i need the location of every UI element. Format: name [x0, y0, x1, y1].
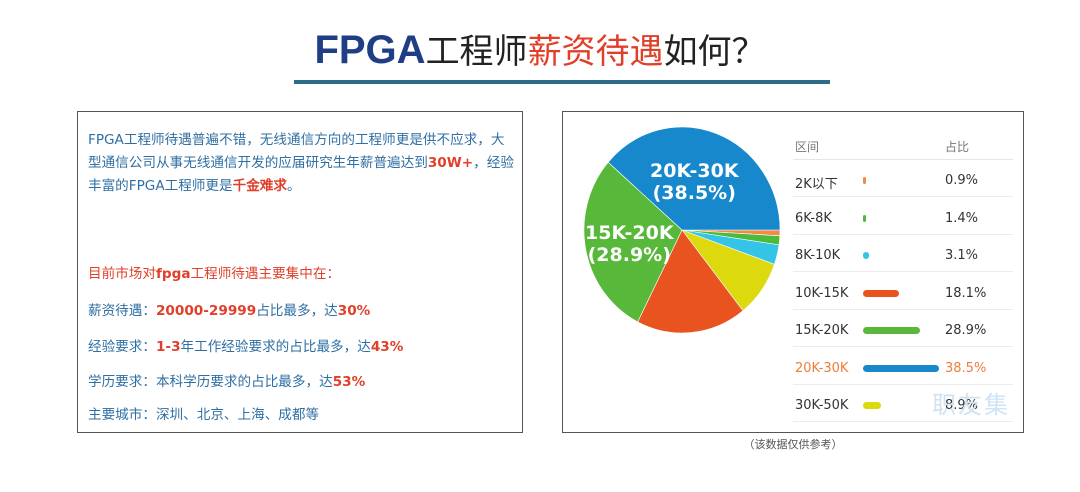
slice-label-15k-20k: 15K-20K (28.9%) [585, 222, 674, 266]
legend-bar [863, 289, 899, 297]
slice-label-20k-30k: 20K-30K (38.5%) [650, 160, 739, 204]
legend-percent-label: 38.5% [945, 360, 987, 376]
text-panel: FPGA工程师待遇普遍不错，无线通信方向的工程师更是供不应求，大型通信公司从事无… [77, 111, 523, 433]
salary-pie-chart [583, 126, 781, 334]
legend-bar [863, 327, 921, 334]
market-item-cities: 主要城市：深圳、北京、上海、成都等 [88, 406, 319, 424]
legend-range-label: 30K-50K [795, 398, 849, 413]
item-label: 学历要求： [88, 374, 156, 390]
watermark-text: 职友集 [932, 391, 1010, 419]
legend-row: 2K以下 0.9% [793, 160, 1013, 197]
legend-range-label: 10K-15K [795, 285, 849, 301]
pie-slice-20k-30k [607, 126, 781, 231]
intro-highlight-rare: 千金难求 [232, 178, 287, 194]
legend-percent-label: 1.4% [945, 210, 979, 226]
slice-label-range: 20K-30K [650, 160, 739, 182]
legend-range-label: 6K-8K [795, 210, 832, 226]
item-percent: 43% [370, 339, 404, 355]
item-label: 主要城市： [88, 407, 156, 423]
legend-header-range: 区间 [795, 140, 820, 154]
title-engineer: 工程师 [425, 32, 528, 72]
title-fpga: FPGA [314, 28, 426, 72]
market-item-experience: 经验要求：1-3年工作经验要求的占比最多，达43% [88, 338, 403, 356]
legend-row: 20K-30K 38.5% [793, 348, 1013, 385]
market-heading-post: 工程师待遇主要集中在： [190, 266, 341, 282]
legend-row: 15K-20K 28.9% [793, 310, 1013, 347]
title-salary: 薪资待遇 [527, 32, 664, 72]
legend-percent-label: 18.1% [945, 285, 987, 301]
market-heading-fpga: fpga [155, 266, 191, 282]
item-percent: 53% [332, 374, 366, 390]
market-heading: 目前市场对fpga工程师待遇主要集中在： [88, 265, 340, 283]
legend-range-label: 8K-10K [795, 248, 841, 263]
chart-caption: （该数据仅供参考） [743, 438, 843, 451]
market-item-salary: 薪资待遇：20000-29999占比最多，达30% [88, 302, 370, 320]
item-text: 深圳、北京、上海、成都等 [155, 407, 320, 423]
item-percent: 30% [337, 303, 371, 319]
legend-row: 10K-15K 18.1% [793, 273, 1013, 310]
title-underline [294, 80, 830, 84]
item-label: 经验要求： [88, 339, 156, 355]
slice-label-pct: (38.5%) [652, 182, 736, 204]
item-text: 占比最多，达 [256, 303, 338, 319]
item-value: 1-3 [155, 339, 181, 355]
pie-slice-10k-15k [637, 229, 744, 334]
legend-percent-label: 3.1% [945, 248, 979, 263]
legend-row: 30K-50K 8.9% [793, 385, 1013, 422]
intro-text-3: 。 [286, 178, 301, 194]
item-text: 年工作经验要求的占比最多，达 [180, 339, 371, 355]
page-title: FPGA工程师薪资待遇如何？ [0, 28, 1080, 74]
legend-range-label: 15K-20K [795, 323, 849, 338]
legend-bar [863, 214, 866, 222]
legend-percent-label: 8.9% [945, 398, 979, 413]
market-item-education: 学历要求：本科学历要求的占比最多，达53% [88, 373, 365, 391]
legend-range-label: 20K-30K [795, 360, 849, 376]
legend-header-share: 占比 [945, 140, 970, 154]
chart-panel [562, 111, 1024, 433]
intro-text-2: ，经验丰富的FPGA工程师更是 [88, 155, 514, 194]
title-how: 如何？ [663, 32, 766, 72]
slice-label-pct: (28.9%) [587, 244, 671, 266]
legend-row: 8K-10K 3.1% [793, 235, 1013, 272]
legend-range-label: 2K以下 [795, 177, 838, 192]
legend-bar [863, 177, 866, 184]
legend-percent-label: 0.9% [945, 173, 979, 188]
intro-text-1: FPGA工程师待遇普遍不错，无线通信方向的工程师更是供不应求，大型通信公司从事无… [88, 132, 505, 171]
item-value: 20000-29999 [155, 303, 257, 319]
legend-row: 6K-8K 1.4% [793, 198, 1013, 235]
pie-slice-15k-20k [583, 161, 683, 323]
legend-bar [863, 252, 870, 259]
intro-highlight-salary: 30W+ [427, 155, 474, 171]
legend-percent-label: 28.9% [945, 323, 987, 338]
legend-bar [863, 402, 881, 409]
market-heading-pre: 目前市场对 [88, 266, 156, 282]
item-label: 薪资待遇： [88, 303, 156, 319]
legend-bar [863, 364, 939, 372]
item-text: 本科学历要求的占比最多，达 [155, 374, 333, 390]
intro-paragraph: FPGA工程师待遇普遍不错，无线通信方向的工程师更是供不应求，大型通信公司从事无… [88, 129, 516, 198]
legend-header: 区间 占比 [793, 128, 1013, 160]
slice-label-range: 15K-20K [585, 222, 674, 244]
